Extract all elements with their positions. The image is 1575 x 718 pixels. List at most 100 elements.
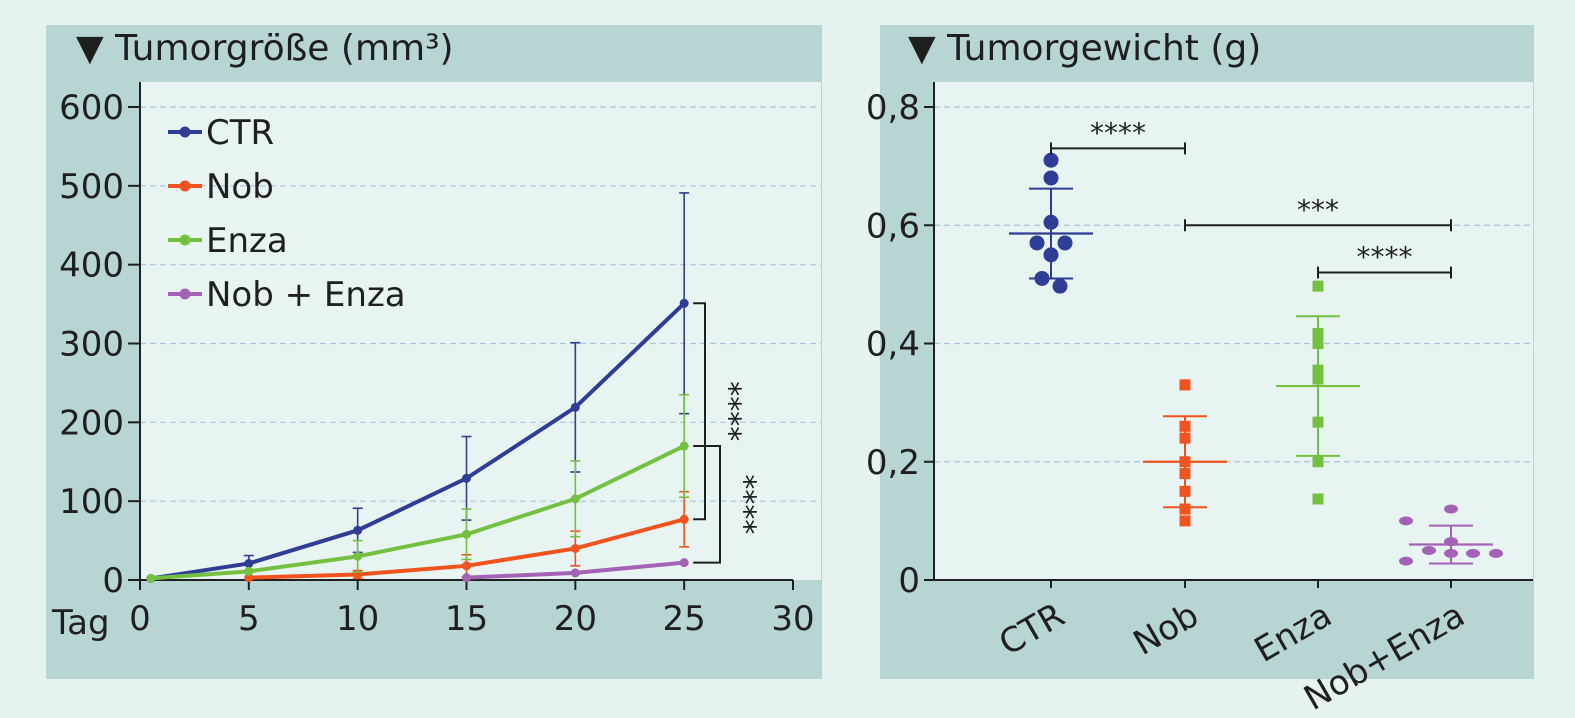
x-tick-label: 10 (336, 599, 379, 639)
legend-marker (179, 126, 191, 138)
data-point (462, 561, 471, 571)
bracket-line (693, 444, 721, 564)
data-point (679, 441, 689, 451)
legend-marker (179, 180, 191, 192)
y-tick-label: 0,8 (866, 88, 920, 128)
triangle-down-icon: ▼ (908, 28, 936, 69)
growth-chart-title-text: Tumorgröße (mm³) (115, 28, 454, 69)
x-tick-label: 30 (771, 599, 814, 639)
y-tick-label: 0,4 (866, 325, 920, 365)
data-point (462, 529, 471, 539)
y-tick-label: 500 (59, 167, 124, 207)
data-point (353, 525, 363, 535)
data-point (1179, 468, 1191, 480)
data-point (1029, 235, 1045, 251)
data-point (1312, 327, 1324, 339)
significance-label: **** (727, 474, 762, 534)
x-tick-label: 15 (445, 599, 488, 639)
data-point (1312, 280, 1324, 292)
data-point (1179, 432, 1191, 444)
y-tick-label: 600 (59, 88, 124, 128)
x-tick-label: 5 (238, 599, 260, 639)
x-axis-label: Tag (51, 603, 110, 643)
data-point (1312, 364, 1324, 376)
data-point (462, 573, 471, 583)
group-ctr (1009, 152, 1093, 294)
significance-label: **** (1090, 116, 1146, 149)
y-tick-label: 100 (59, 482, 124, 522)
legend-label: Enza (206, 221, 288, 261)
x-tick-label: CTR (992, 595, 1071, 664)
data-point (1052, 278, 1068, 294)
data-point (1312, 373, 1324, 385)
legend-label: Nob + Enza (206, 275, 406, 315)
significance-label: *** (1297, 193, 1339, 226)
triangle-down-icon: ▼ (76, 28, 104, 69)
data-point (146, 573, 156, 583)
data-point (1312, 456, 1324, 468)
data-point (1179, 420, 1191, 432)
data-point (570, 402, 580, 412)
data-point (353, 551, 363, 561)
data-point (1444, 537, 1458, 547)
data-point (1312, 338, 1324, 349)
weight-chart-title-text: Tumorgewicht (g) (947, 28, 1262, 69)
series-ctr (146, 192, 690, 583)
data-point (1179, 456, 1191, 468)
legend-label: Nob (206, 167, 274, 207)
data-point (1399, 556, 1413, 566)
significance-bracket: **** (1317, 241, 1452, 279)
x-tick-label: 0 (129, 599, 151, 639)
data-point (1043, 170, 1059, 186)
data-point (570, 568, 580, 578)
significance-label: **** (1357, 241, 1413, 274)
data-point (1312, 493, 1324, 505)
data-point (1312, 416, 1324, 428)
data-point (1057, 235, 1073, 251)
y-tick-label: 200 (59, 403, 124, 443)
x-tick-label: 20 (554, 599, 597, 639)
data-point (1466, 548, 1480, 558)
group-nob-enza (1399, 504, 1503, 566)
series-line (150, 301, 686, 581)
legend-marker (179, 234, 191, 246)
data-point (1444, 504, 1458, 514)
x-tick-label: 25 (663, 599, 706, 639)
group-enza (1276, 280, 1360, 505)
y-tick-label: 0 (102, 561, 124, 601)
data-point (244, 558, 254, 568)
growth-chart: 0 100 200 300 400 500 600 0 5 10 15 20 25 30 Tag CTR Nob… (51, 82, 821, 643)
bracket-line (693, 302, 706, 521)
data-point (1179, 379, 1191, 391)
legend: CTR Nob Enza Nob + Enza (168, 113, 406, 315)
data-point (1179, 515, 1191, 527)
data-point (1179, 503, 1191, 515)
y-tick-label: 0 (898, 561, 920, 601)
significance-bracket: **** (693, 302, 747, 521)
data-point (679, 558, 689, 568)
data-point (570, 494, 580, 504)
data-point (1043, 152, 1059, 168)
data-point (462, 473, 471, 483)
x-tick-label: Nob (1127, 595, 1206, 664)
y-tick-label: 0,6 (866, 206, 920, 246)
data-point (1043, 214, 1059, 230)
data-point (244, 566, 254, 576)
data-point (570, 543, 580, 553)
data-point (1489, 548, 1503, 558)
growth-chart-title: ▼ Tumorgröße (mm³) (76, 25, 454, 73)
y-tick-label: 300 (59, 325, 124, 365)
data-point (679, 298, 689, 308)
group-nob (1143, 379, 1227, 527)
weight-chart-title: ▼ Tumorgewicht (g) (908, 25, 1261, 73)
data-point (1034, 270, 1050, 286)
significance-bracket: **** (693, 444, 762, 564)
legend-marker (179, 288, 191, 300)
significance-label: **** (712, 381, 747, 441)
data-point (1043, 247, 1059, 263)
data-point (1444, 548, 1458, 558)
data-point (1422, 545, 1436, 555)
significance-bracket: **** (1050, 116, 1186, 155)
